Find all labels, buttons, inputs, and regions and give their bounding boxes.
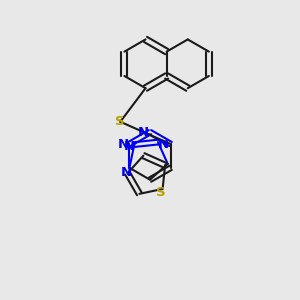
Text: N: N <box>120 166 131 179</box>
Text: N: N <box>158 138 169 151</box>
Text: N: N <box>123 140 135 154</box>
Text: S: S <box>116 115 125 128</box>
Text: N: N <box>138 126 149 139</box>
Text: N: N <box>117 138 128 151</box>
Text: S: S <box>156 186 166 199</box>
